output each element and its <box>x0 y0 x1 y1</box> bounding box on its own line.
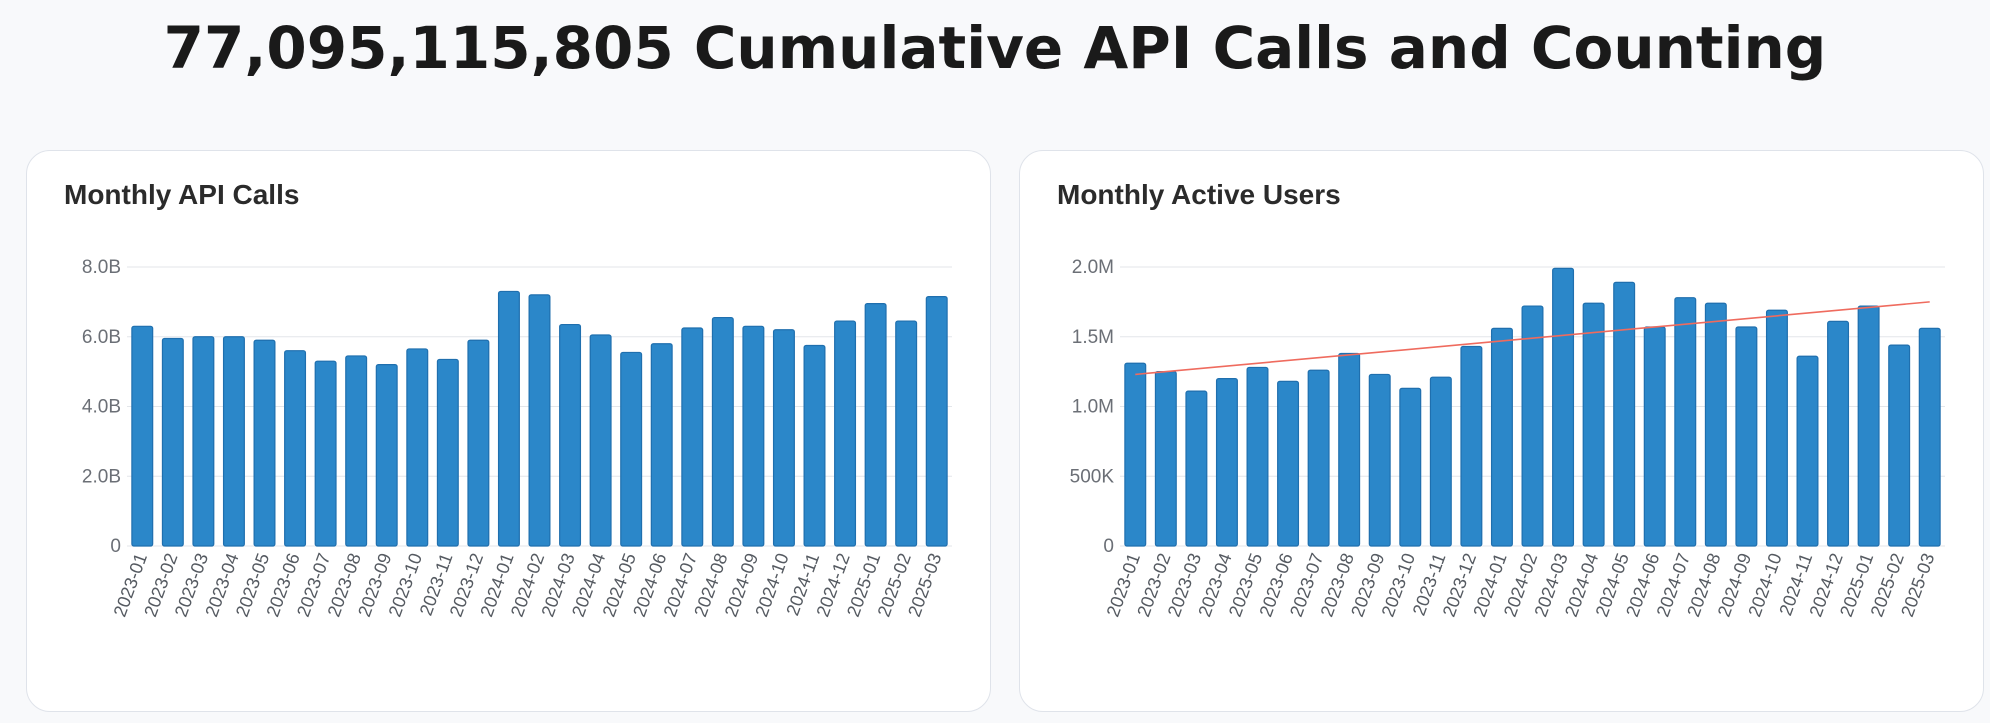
bar-2023-03[interactable] <box>1185 390 1208 547</box>
active-users-chart: 0500K1.0M1.5M2.0M2023-012023-022023-0320… <box>1070 257 1945 619</box>
y-tick-label: 500K <box>1070 466 1115 487</box>
bar-2024-02[interactable] <box>1521 305 1544 547</box>
bar-2024-08[interactable] <box>1704 302 1727 547</box>
bar-2024-05[interactable] <box>620 351 643 547</box>
chart-card-active-users: Monthly Active Users 0 500K 1.0M 1.5M 2.0M 20… <box>1019 150 1984 712</box>
bar-2025-01[interactable] <box>1857 305 1880 547</box>
bar-2023-04[interactable] <box>222 336 245 547</box>
bar-2024-04[interactable] <box>589 334 612 547</box>
bar-2024-01[interactable] <box>1490 327 1513 547</box>
bar-2024-05[interactable] <box>1613 281 1636 547</box>
bar-2024-09[interactable] <box>1735 326 1758 547</box>
y-tick-label: 1.5M <box>1072 327 1114 348</box>
bar-2023-08[interactable] <box>345 355 368 547</box>
bar-2024-01[interactable] <box>497 290 520 547</box>
bar-2024-11[interactable] <box>1796 355 1819 547</box>
bar-2024-12[interactable] <box>834 320 857 547</box>
bar-2023-05[interactable] <box>253 339 276 547</box>
bar-2024-04[interactable] <box>1582 302 1605 547</box>
bar-2024-12[interactable] <box>1827 320 1850 547</box>
y-tick-label: 6.0B <box>82 327 121 348</box>
bar-2024-02[interactable] <box>528 294 551 547</box>
bar-2023-01[interactable] <box>131 325 154 547</box>
chart-title-api-calls: Monthly API Calls <box>64 179 300 210</box>
y-tick-label: 0 <box>110 536 121 557</box>
y-tick-label: 1.0M <box>1072 397 1114 418</box>
bar-2024-06[interactable] <box>1643 326 1666 547</box>
bar-2024-10[interactable] <box>1765 309 1788 547</box>
bar-2023-12[interactable] <box>467 339 490 547</box>
bar-2024-06[interactable] <box>650 343 673 547</box>
bar-2023-07[interactable] <box>314 360 337 547</box>
bar-2025-01[interactable] <box>864 303 887 547</box>
bar-2023-04[interactable] <box>1215 378 1238 547</box>
bar-2025-03[interactable] <box>1918 327 1941 547</box>
bar-2023-01[interactable] <box>1124 362 1147 547</box>
bar-2023-09[interactable] <box>1368 373 1391 547</box>
bar-2025-02[interactable] <box>1888 344 1911 547</box>
bar-2023-09[interactable] <box>375 364 398 547</box>
bar-2024-08[interactable] <box>711 316 734 547</box>
bar-2024-03[interactable] <box>559 323 582 547</box>
chart-card-api-calls: Monthly API Calls 0 2.0B 4.0B 6.0B 8.0B 2023-… <box>26 150 991 712</box>
bar-2023-06[interactable] <box>284 350 307 547</box>
bar-2023-10[interactable] <box>406 348 429 547</box>
bar-2025-02[interactable] <box>895 320 918 547</box>
y-tick-label: 0 <box>1103 536 1114 557</box>
bar-2024-11[interactable] <box>803 344 826 547</box>
y-tick-label: 2.0B <box>82 466 121 487</box>
bar-2025-03[interactable] <box>925 296 948 547</box>
bar-2023-07[interactable] <box>1307 369 1330 547</box>
api-calls-chart: 02.0B4.0B6.0B8.0B2023-012023-022023-0320… <box>82 257 952 619</box>
bar-2023-12[interactable] <box>1460 345 1483 547</box>
chart-title-active-users: Monthly Active Users <box>1057 179 1341 210</box>
bar-2023-02[interactable] <box>1154 371 1177 547</box>
bar-2023-02[interactable] <box>161 337 184 547</box>
y-tick-label: 2.0M <box>1072 257 1114 278</box>
bar-2024-10[interactable] <box>772 329 795 547</box>
bar-2023-11[interactable] <box>436 358 459 547</box>
bar-2024-07[interactable] <box>1674 297 1697 547</box>
y-tick-label: 8.0B <box>82 257 121 278</box>
bar-2023-05[interactable] <box>1246 366 1269 547</box>
y-tick-label: 4.0B <box>82 397 121 418</box>
bar-2024-07[interactable] <box>681 327 704 547</box>
bar-2023-03[interactable] <box>192 336 215 547</box>
page-title: 77,095,115,805 Cumulative API Calls and … <box>163 14 1827 82</box>
bar-2023-06[interactable] <box>1277 380 1300 547</box>
trend-line <box>1135 301 1930 376</box>
bar-2024-03[interactable] <box>1552 267 1575 547</box>
bar-2024-09[interactable] <box>742 325 765 547</box>
bar-2023-10[interactable] <box>1399 387 1422 547</box>
bar-2023-08[interactable] <box>1338 352 1361 547</box>
bar-2023-11[interactable] <box>1429 376 1452 547</box>
